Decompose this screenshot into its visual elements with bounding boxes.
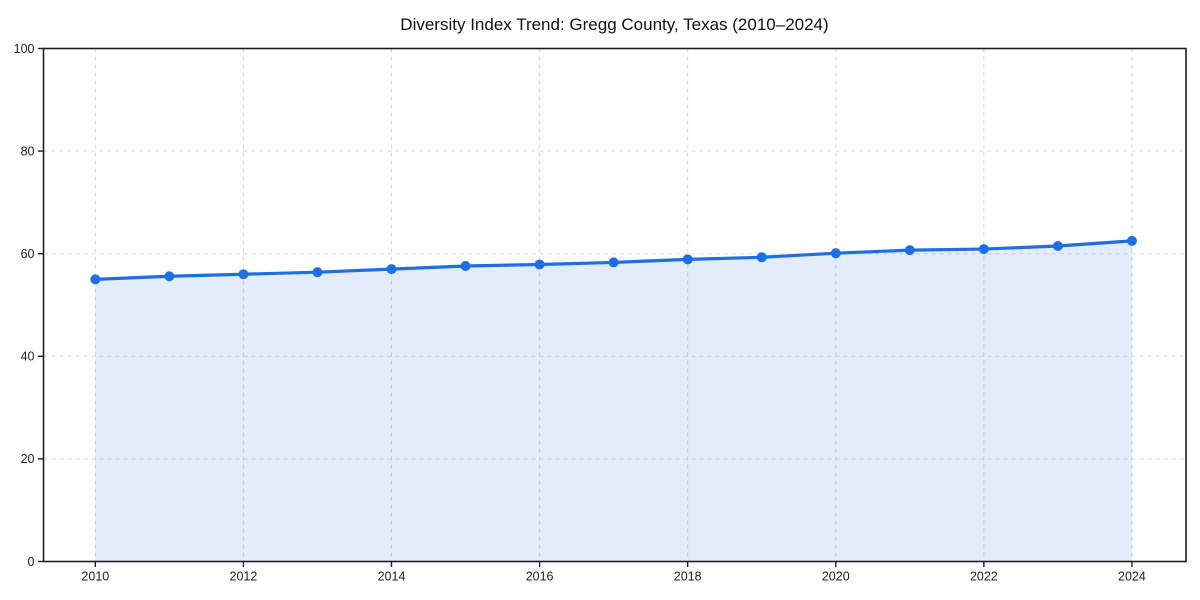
- x-tick-label: 2024: [1118, 570, 1146, 584]
- data-point: [682, 254, 693, 265]
- data-point: [904, 245, 915, 256]
- area-fill: [95, 240, 1132, 562]
- data-point: [1126, 235, 1137, 246]
- chart-title: Diversity Index Trend: Gregg County, Tex…: [400, 15, 828, 34]
- y-tick-label: 0: [28, 555, 35, 569]
- y-tick-label: 20: [21, 452, 35, 466]
- data-point: [830, 248, 841, 259]
- x-tick-label: 2010: [81, 570, 109, 584]
- x-tick-label: 2018: [674, 570, 702, 584]
- x-tick-label: 2022: [970, 570, 998, 584]
- data-point: [534, 259, 545, 270]
- data-point: [608, 257, 619, 268]
- data-point: [90, 274, 101, 285]
- axis-frame: [42, 47, 1187, 563]
- data-point: [312, 267, 323, 278]
- data-point: [1052, 241, 1063, 252]
- x-tick-label: 2016: [526, 570, 554, 584]
- x-tick-label: 2020: [822, 570, 850, 584]
- data-point: [756, 252, 767, 263]
- y-tick-label: 100: [14, 42, 35, 56]
- x-tick-label: 2014: [378, 570, 406, 584]
- data-point: [978, 244, 989, 255]
- y-tick-label: 60: [21, 247, 35, 261]
- x-tick-label: 2012: [230, 570, 258, 584]
- plot-area: 2010 2012 2014 2016 2018 2020 2022 2024 0 20 40 60 8…: [14, 42, 1187, 584]
- y-tick-label: 40: [21, 350, 35, 364]
- data-point: [238, 269, 249, 280]
- y-tick-label: 80: [21, 144, 35, 158]
- data-point: [460, 261, 471, 272]
- data-point: [164, 271, 175, 282]
- data-point: [386, 264, 397, 275]
